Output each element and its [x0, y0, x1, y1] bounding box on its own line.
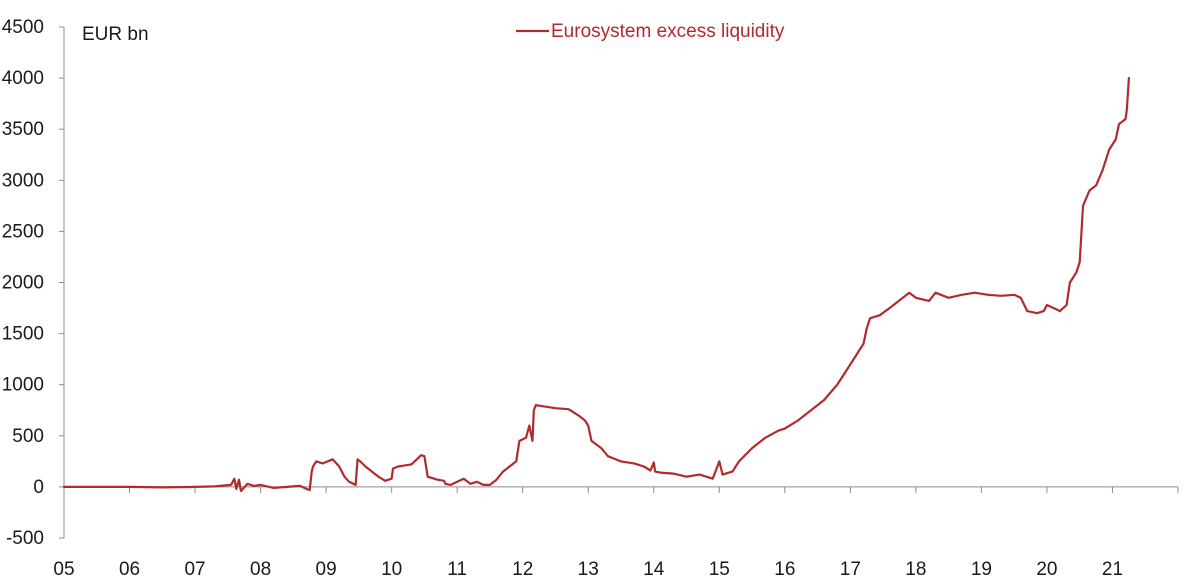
x-tick-label: 05	[53, 559, 74, 580]
y-tick-label: 4000	[2, 68, 44, 89]
plot-area	[62, 77, 1130, 493]
y-tick-label: -500	[6, 528, 44, 549]
legend-label: Eurosystem excess liquidity	[551, 21, 785, 42]
y-tick-label: 1000	[2, 375, 44, 396]
x-tick-label: 21	[1102, 559, 1123, 580]
y-tick-label: 1500	[2, 324, 44, 345]
x-tick-label: 18	[905, 559, 926, 580]
y-tick-label: 500	[12, 426, 44, 447]
x-tick-label: 16	[774, 559, 795, 580]
x-axis: 05 06 07 08 09 10 11 12 13 14 15 16 17 18 19 20 21	[53, 486, 1179, 580]
y-tick-label: 3000	[2, 170, 44, 191]
legend: Eurosystem excess liquidity	[516, 21, 785, 42]
x-tick-label: 13	[578, 559, 599, 580]
x-tick-label: 09	[316, 559, 337, 580]
unit-label: EUR bn	[82, 24, 149, 45]
x-tick-label: 07	[184, 559, 205, 580]
y-tick-label: 2500	[2, 221, 44, 242]
x-tick-label: 10	[381, 559, 402, 580]
x-tick-label: 17	[840, 559, 861, 580]
y-tick-label: 2000	[2, 273, 44, 294]
x-tick-label: 06	[119, 559, 140, 580]
series-line-excess-liquidity	[62, 77, 1130, 493]
y-tick-label: 4500	[2, 17, 44, 38]
x-tick-label: 19	[971, 559, 992, 580]
x-tick-label: 20	[1036, 559, 1057, 580]
x-tick-label: 08	[250, 559, 271, 580]
y-tick-label: 3500	[2, 119, 44, 140]
x-tick-label: 12	[512, 559, 533, 580]
y-axis: -500 0 500 1000 1500 2000 2500 3000 3500 4000 4500	[2, 17, 65, 549]
x-tick-label: 11	[447, 559, 467, 580]
x-tick-label: 15	[709, 559, 730, 580]
y-tick-label: 0	[33, 477, 44, 498]
x-tick-label: 14	[643, 559, 665, 580]
